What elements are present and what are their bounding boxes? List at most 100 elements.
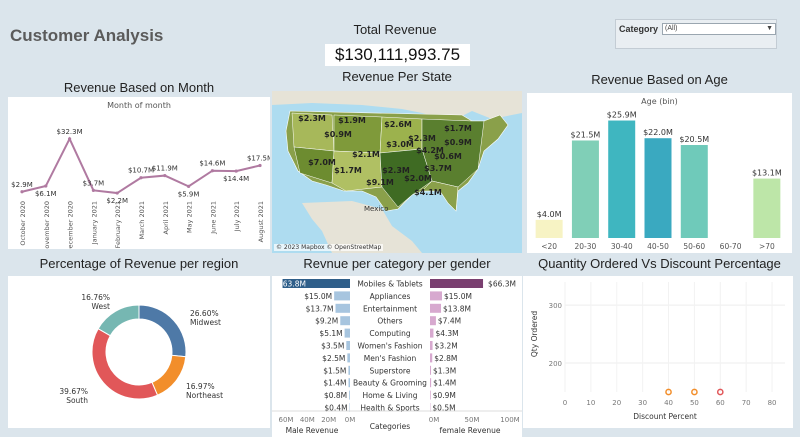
male-data-label: $15.0M [304, 292, 332, 301]
state-map-title: Revenue Per State [342, 69, 452, 84]
female-bar [430, 291, 442, 301]
month-point [258, 163, 262, 168]
month-point [115, 191, 119, 195]
month-tick-label: December 2020 [67, 201, 75, 249]
month-data-label: $17.5M [247, 155, 270, 163]
female-bar [430, 390, 431, 400]
scatter-x-tick: 20 [612, 399, 621, 407]
month-data-label: $14.4M [223, 175, 249, 183]
region-name-label: Midwest [190, 318, 221, 327]
map-attribution[interactable]: © 2023 Mapbox © OpenStreetMap [274, 244, 384, 251]
female-data-label: $13.8M [443, 304, 471, 313]
male-data-label: $1.5M [323, 366, 346, 375]
male-bar [347, 353, 350, 363]
month-tick-label: November 2020 [43, 201, 51, 249]
female-bar [430, 279, 484, 288]
age-tick-label: 50-60 [683, 242, 705, 251]
age-data-label: $22.0M [643, 128, 673, 137]
region-pct-label: 26.60% [190, 309, 219, 318]
scatter-point [691, 388, 698, 396]
female-data-label: $4.3M [435, 329, 458, 338]
female-bar [430, 316, 436, 326]
categories-axis-label: Categories [370, 422, 411, 431]
month-point [187, 184, 191, 188]
age-tick-label: 20-30 [575, 242, 597, 251]
female-bar [430, 365, 432, 375]
month-point [91, 188, 95, 192]
female-bar [430, 378, 432, 388]
male-bar [346, 341, 350, 350]
male-axis-label: Male Revenue [286, 426, 339, 435]
category-label: Beauty & Grooming [353, 379, 427, 388]
age-data-label: $21.5M [571, 130, 601, 139]
female-data-label: $3.2M [435, 342, 458, 351]
scatter-x-tick: 0 [563, 399, 567, 407]
category-label: Women's Fashion [358, 342, 423, 351]
us-map[interactable]: $2.3M $1.9M $2.6M $0.9M $2.3M $1.7M $2.1M $3.0M… [272, 91, 522, 253]
age-bar [680, 145, 708, 238]
month-point [234, 169, 238, 173]
region-slice [151, 354, 187, 396]
state-region[interactable] [421, 180, 459, 212]
month-tick-label: August 2021 [257, 201, 265, 242]
age-data-label: $20.5M [679, 135, 709, 144]
state-revenue-label: $1.9M [338, 116, 366, 125]
female-tick-label: 50M [465, 416, 480, 424]
region-slice [138, 304, 187, 358]
age-chart-subtitle: Age (bin) [641, 97, 678, 106]
month-tick-label: October 2020 [19, 201, 27, 246]
mexico-land [302, 201, 422, 253]
age-data-label: $25.9M [607, 111, 637, 120]
female-tick-label: 0M [429, 416, 440, 424]
state-revenue-label: $0.6M [434, 152, 462, 161]
female-bar [430, 353, 433, 363]
scatter-x-tick: 30 [638, 399, 647, 407]
state-map-panel[interactable]: $2.3M $1.9M $2.6M $0.9M $2.3M $1.7M $2.1M $3.0M… [272, 91, 522, 253]
female-data-label: $1.3M [433, 366, 456, 375]
state-region[interactable] [421, 118, 485, 188]
month-line-chart: $2.9M October 2020 $6.1M November 2020 $32.3… [11, 128, 270, 249]
male-data-label: $0.4M [324, 404, 347, 413]
scatter-x-tick: 70 [742, 399, 751, 407]
gender-bar-chart: $63.8M $66.3M Mobiles & Tablets $15.0M $15.0… [272, 279, 522, 435]
female-data-label: $7.4M [438, 317, 461, 326]
male-bar [340, 316, 350, 326]
category-filter: Category (All) ▼ [615, 19, 777, 49]
age-bar [608, 120, 636, 238]
state-revenue-label: $2.3M [408, 134, 436, 143]
category-select[interactable]: (All) ▼ [662, 23, 776, 35]
chevron-down-icon[interactable]: ▼ [766, 25, 773, 32]
state-revenue-label: $9.1M [366, 178, 394, 187]
female-data-label: $66.3M [488, 280, 516, 289]
total-revenue-label: Total Revenue [353, 22, 437, 37]
map-labels: $2.3M $1.9M $2.6M $0.9M $2.3M $1.7M $2.1M $3.0M… [298, 114, 472, 197]
month-point [139, 176, 143, 180]
state-revenue-label: $2.6M [384, 120, 412, 129]
state-region[interactable] [331, 150, 383, 192]
male-data-label: $0.8M [324, 391, 347, 400]
male-tick-label: 20M [321, 416, 336, 424]
female-data-label: $15.0M [444, 292, 472, 301]
category-label: Home & Living [362, 391, 417, 400]
month-data-label: $11.9M [152, 165, 178, 173]
state-revenue-label: $4.1M [414, 188, 442, 197]
female-tick-label: 100M [500, 416, 519, 424]
age-bar [753, 178, 781, 238]
region-slice [97, 304, 140, 337]
state-revenue-label: $7.0M [308, 158, 336, 167]
scatter-y-tick: 300 [549, 302, 562, 310]
scatter-x-axis-label: Discount Percent [633, 412, 697, 421]
scatter-x-tick: 80 [768, 399, 777, 407]
region-pct-label: 39.67% [59, 387, 88, 396]
male-data-label: $9.2M [315, 317, 338, 326]
region-pct-label: 16.76% [81, 293, 110, 302]
state-revenue-label: $0.9M [324, 130, 352, 139]
dashboard-title: Customer Analysis [10, 26, 164, 45]
age-chart-panel: Age (bin) $4.0M <20 $21.5M 20-30 $25.9M 30-40… [527, 93, 792, 253]
scatter-chart: 200 300 0 10 20 30 40 50 60 70 80 Discount Percent Q… [530, 282, 785, 421]
category-label: Men's Fashion [364, 354, 417, 363]
month-chart-title: Revenue Based on Month [63, 80, 215, 95]
state-revenue-label: $2.3M [382, 166, 410, 175]
female-bar [430, 328, 434, 338]
male-data-label: $2.5M [322, 354, 345, 363]
